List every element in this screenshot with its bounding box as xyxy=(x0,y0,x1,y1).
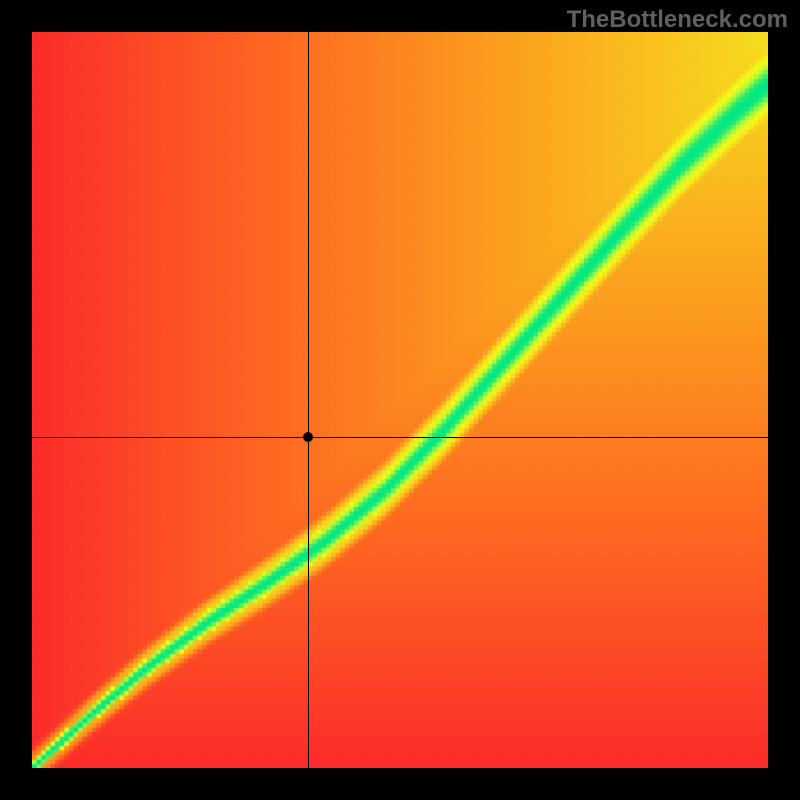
crosshair-vertical xyxy=(308,32,309,768)
crosshair-dot xyxy=(303,432,313,442)
chart-frame xyxy=(0,0,800,800)
crosshair-horizontal xyxy=(32,437,768,438)
bottleneck-heatmap xyxy=(32,32,768,768)
chart-plot-area xyxy=(32,32,768,768)
watermark-text: TheBottleneck.com xyxy=(567,6,788,34)
